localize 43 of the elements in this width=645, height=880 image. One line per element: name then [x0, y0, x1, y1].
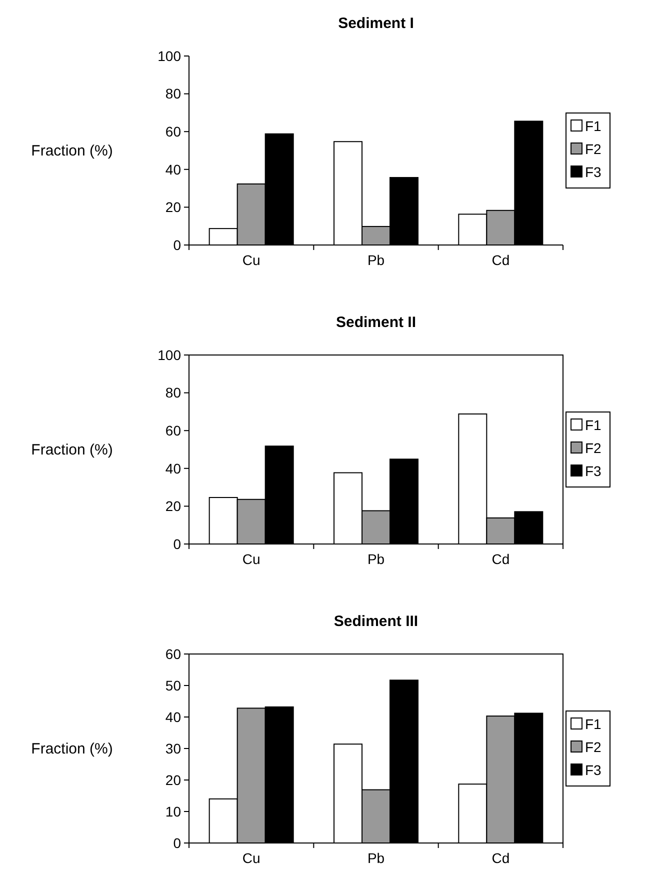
chart-title: Sediment II	[336, 314, 416, 331]
x-tick-label: Cu	[242, 850, 260, 866]
legend-label: F2	[585, 440, 602, 456]
y-tick-label: 100	[158, 48, 182, 64]
legend-label: F1	[585, 416, 602, 433]
legend-label: F1	[585, 716, 602, 732]
x-tick-label: Pb	[367, 850, 385, 866]
y-tick-label: 80	[165, 86, 182, 102]
y-tick-label: 0	[173, 236, 182, 253]
y-tick-label: 60	[165, 124, 182, 140]
y-tick-label: 0	[173, 834, 182, 851]
y-axis-title: Fraction (%)	[31, 740, 113, 758]
x-tick-label: Pb	[367, 551, 385, 567]
y-tick-label: 100	[158, 346, 182, 363]
y-tick-label: 40	[165, 161, 182, 178]
x-tick-label: Cd	[492, 551, 510, 567]
x-tick-label: Cd	[492, 850, 510, 866]
y-axis-title: Fraction (%)	[31, 142, 113, 160]
x-tick-label: Cu	[242, 551, 260, 567]
x-tick-label: Cd	[492, 252, 510, 268]
y-tick-label: 20	[165, 772, 182, 788]
legend-label: F3	[585, 164, 602, 180]
y-tick-label: 0	[173, 536, 182, 552]
legend-label: F3	[585, 762, 602, 778]
chart-title: Sediment I	[338, 15, 414, 32]
legend-label: F3	[585, 462, 602, 479]
chart-title: Sediment III	[334, 613, 418, 630]
y-tick-label: 60	[165, 646, 182, 662]
y-tick-label: 20	[165, 498, 182, 514]
y-tick-label: 60	[165, 422, 182, 438]
y-tick-label: 40	[165, 460, 182, 476]
y-tick-label: 30	[165, 740, 182, 756]
x-tick-label: Pb	[367, 252, 385, 268]
y-axis-title: Fraction (%)	[31, 442, 113, 458]
y-tick-label: 20	[165, 199, 182, 216]
legend-label: F2	[585, 140, 602, 157]
y-tick-label: 40	[165, 708, 182, 725]
legend-label: F2	[585, 738, 602, 755]
legend-label: F1	[585, 118, 602, 134]
x-tick-label: Cu	[242, 252, 260, 268]
y-tick-label: 80	[165, 384, 182, 401]
y-tick-label: 50	[165, 677, 182, 694]
y-tick-label: 10	[165, 803, 182, 820]
